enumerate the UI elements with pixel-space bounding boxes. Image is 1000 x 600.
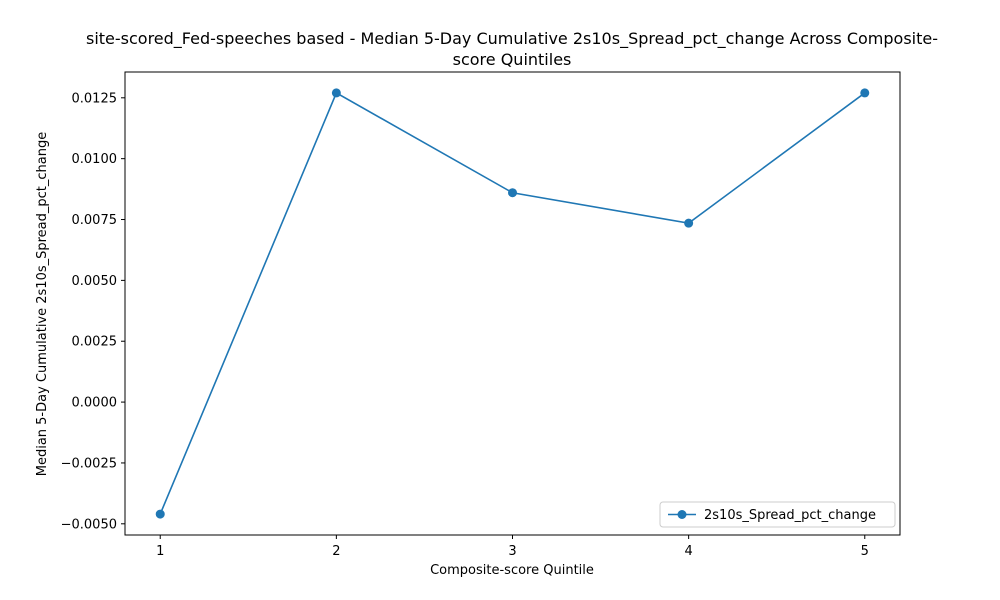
legend-marker	[677, 510, 687, 519]
data-point	[331, 88, 341, 98]
x-tick-label: 3	[508, 544, 516, 559]
data-point	[155, 509, 165, 519]
chart-title-line-2: score Quintiles	[452, 50, 572, 69]
x-tick-label: 2	[332, 544, 340, 559]
plot-frame	[124, 71, 901, 536]
x-axis-label: Composite-score Quintile	[430, 563, 594, 578]
y-tick-label: 0.0025	[72, 335, 118, 350]
plot-area: −0.0050 −0.0025 0.0000 0.0025 0.0050 0.0075 0.…	[61, 71, 901, 559]
data-point	[860, 88, 870, 98]
y-axis-label: Median 5-Day Cumulative 2s10s_Spread_pct…	[35, 132, 50, 477]
y-tick-label: 0.0075	[72, 213, 118, 228]
x-tick-label: 1	[156, 544, 164, 559]
data-point	[508, 188, 517, 198]
y-tick-label: −0.0025	[61, 456, 117, 471]
y-tick-label: −0.0050	[61, 517, 117, 532]
chart-title-line-1: site-scored_Fed-speeches based - Median …	[85, 29, 938, 48]
legend-box	[659, 501, 896, 528]
series-line	[159, 91, 866, 515]
legend-label: 2s10s_Spread_pct_change	[704, 508, 876, 523]
y-tick-label: 0.0050	[72, 274, 118, 289]
y-tick-label: 0.0125	[72, 91, 118, 106]
y-tick-label: 0.0100	[72, 152, 118, 167]
chart-title: site-scored_Fed-speeches based - Median …	[0, 28, 1000, 70]
x-tick-label: 5	[861, 544, 869, 559]
y-tick-label: 0.0000	[72, 396, 118, 411]
x-tick-label: 4	[684, 544, 692, 559]
data-point	[684, 218, 694, 228]
